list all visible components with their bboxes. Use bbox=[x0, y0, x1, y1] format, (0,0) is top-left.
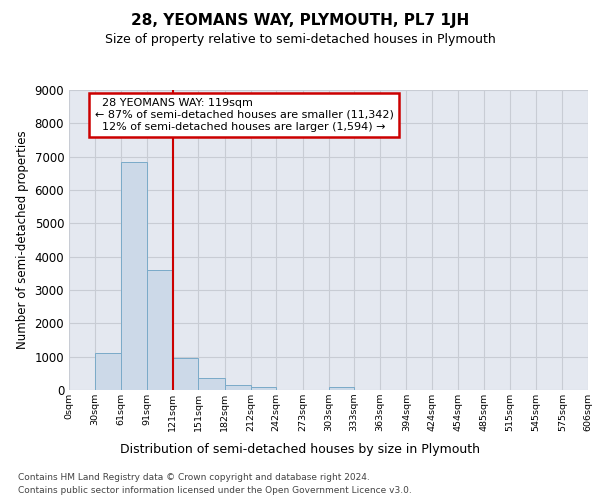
Text: Distribution of semi-detached houses by size in Plymouth: Distribution of semi-detached houses by … bbox=[120, 442, 480, 456]
Text: 28, YEOMANS WAY, PLYMOUTH, PL7 1JH: 28, YEOMANS WAY, PLYMOUTH, PL7 1JH bbox=[131, 12, 469, 28]
Bar bbox=[121, 162, 147, 390]
Bar bbox=[329, 387, 354, 390]
Text: Size of property relative to semi-detached houses in Plymouth: Size of property relative to semi-detach… bbox=[104, 32, 496, 46]
Bar bbox=[95, 354, 121, 390]
Bar bbox=[199, 378, 225, 390]
Text: Contains HM Land Registry data © Crown copyright and database right 2024.: Contains HM Land Registry data © Crown c… bbox=[18, 472, 370, 482]
Text: Contains public sector information licensed under the Open Government Licence v3: Contains public sector information licen… bbox=[18, 486, 412, 495]
Bar bbox=[173, 358, 199, 390]
Y-axis label: Number of semi-detached properties: Number of semi-detached properties bbox=[16, 130, 29, 350]
Bar bbox=[225, 385, 251, 390]
Text: 28 YEOMANS WAY: 119sqm
← 87% of semi-detached houses are smaller (11,342)
  12% : 28 YEOMANS WAY: 119sqm ← 87% of semi-det… bbox=[95, 98, 394, 132]
Bar bbox=[147, 270, 173, 390]
Bar bbox=[251, 387, 276, 390]
